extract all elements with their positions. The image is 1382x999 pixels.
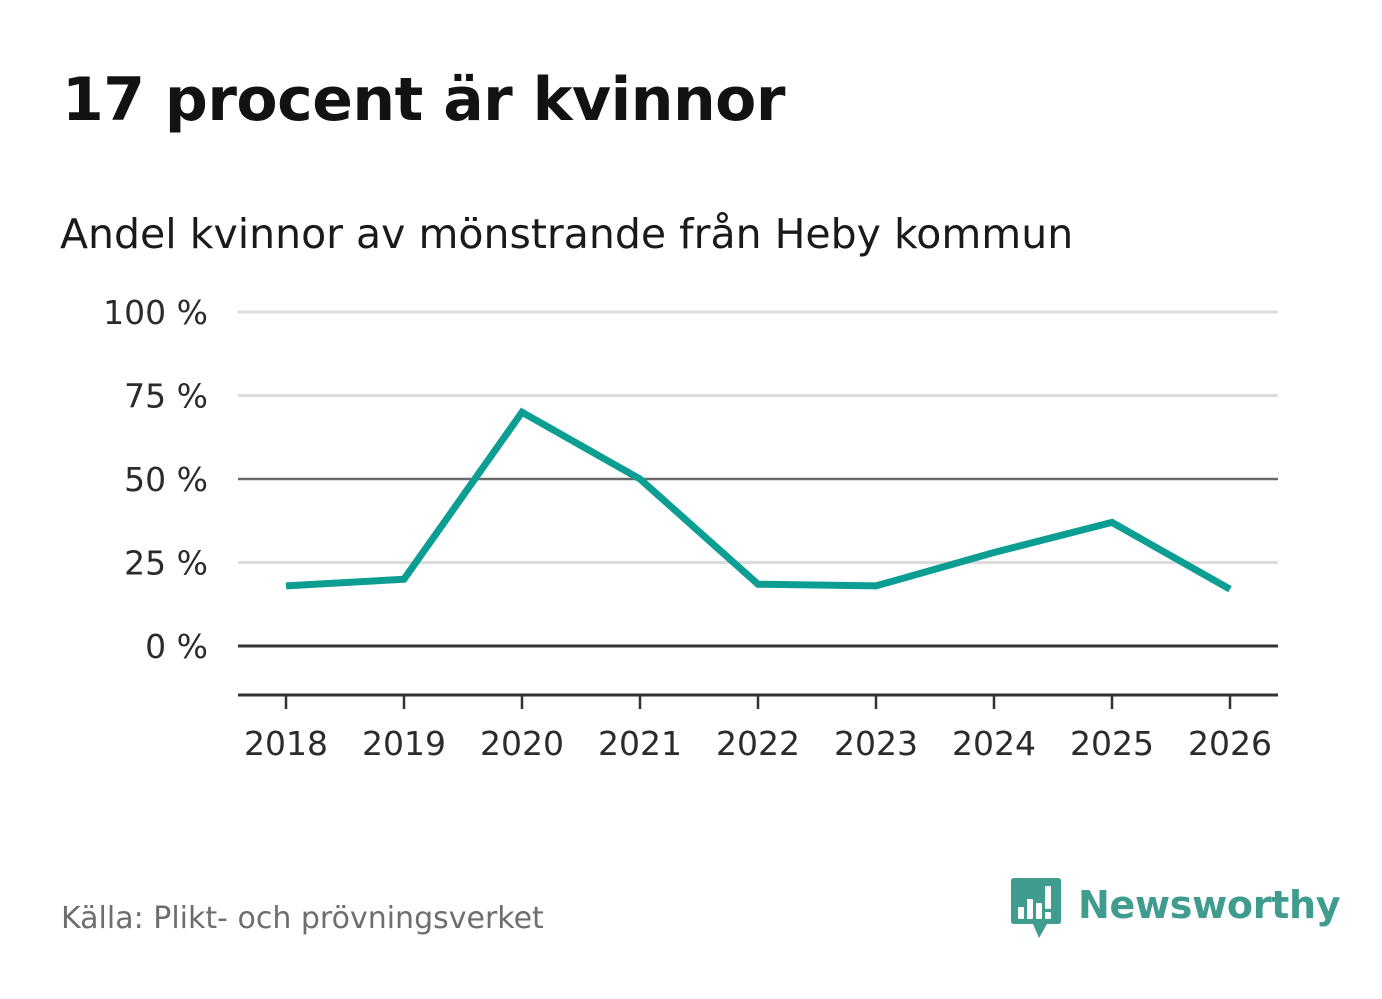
x-tick-label-2020: 2020	[480, 724, 564, 763]
brand-name: Newsworthy	[1078, 883, 1341, 927]
x-tick-label-2021: 2021	[598, 724, 682, 763]
y-tick-label-75: 75 %	[124, 377, 208, 416]
newsworthy-chat-bars-icon	[1011, 878, 1061, 938]
y-tick-label-100: 100 %	[103, 293, 208, 332]
x-axis	[238, 693, 1278, 709]
x-axis-tick-labels: 2018 2019 2020 2021 2022 2023 2024 2025 2026	[244, 724, 1272, 763]
y-tick-label-50: 50 %	[124, 460, 208, 499]
series	[285, 407, 1232, 593]
y-axis-tick-labels: 0 % 25 % 50 % 75 % 100 %	[103, 293, 208, 666]
x-tick-label-2024: 2024	[952, 724, 1036, 763]
source-note: Källa: Plikt- och prövningsverket	[61, 901, 544, 936]
y-tick-label-25: 25 %	[124, 544, 208, 583]
x-tick-label-2018: 2018	[244, 724, 328, 763]
x-tick-label-2025: 2025	[1070, 724, 1154, 763]
x-tick-label-2026: 2026	[1188, 724, 1272, 763]
x-tick-label-2023: 2023	[834, 724, 918, 763]
chart-title: 17 procent är kvinnor	[62, 65, 785, 135]
chart-subtitle: Andel kvinnor av mönstrande från Heby ko…	[60, 210, 1074, 258]
brand-logo[interactable]: Newsworthy	[1011, 878, 1341, 942]
x-tick-label-2019: 2019	[362, 724, 446, 763]
x-tick-label-2022: 2022	[716, 724, 800, 763]
gridlines	[238, 310, 1278, 648]
y-tick-label-0: 0 %	[145, 627, 208, 666]
